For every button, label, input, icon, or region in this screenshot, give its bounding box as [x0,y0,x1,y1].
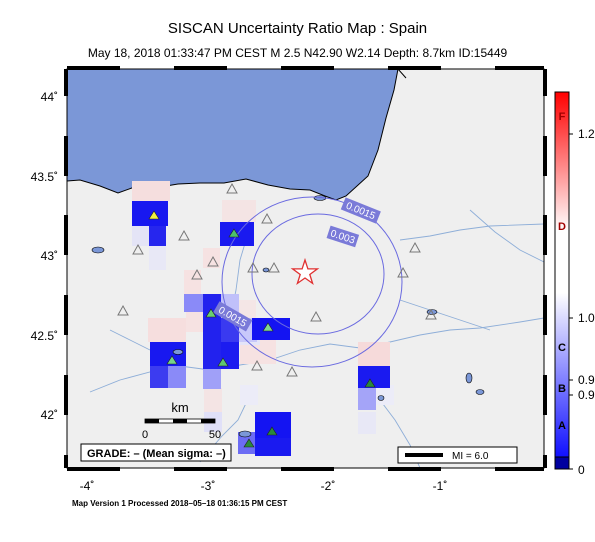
colorbar-letter: B [558,383,566,395]
station-marker [207,255,219,267]
y-axis-labels: 44˚ 43.5˚ 43˚ 42.5˚ 42˚ [31,90,58,422]
uncertainty-contours [221,196,403,368]
colorbar-value: 0.9 [578,373,595,387]
y-tick-label: 44˚ [41,90,58,104]
station-marker-green [166,355,178,365]
y-tick-label: 43.5˚ [31,170,58,184]
x-tick-label: -3˚ [201,479,216,493]
station-marker [286,365,298,377]
reservoirs [91,195,485,438]
mi-label: MI = 6.0 [452,451,489,462]
station-marker-green [266,426,278,436]
map-frame [64,66,547,471]
x-axis-labels: -4˚ -3˚ -2˚ -1˚ [80,479,448,493]
station-marker-green [262,322,274,332]
mi-box [397,446,518,464]
colorbar-gradient [554,91,570,458]
y-tick-label: 42˚ [41,408,58,422]
station-marker [409,241,421,253]
colorbar-letter: D [558,221,566,233]
station-marker [397,266,409,278]
colorbar-letter: F [559,111,566,123]
ratio-grid-blue [132,201,390,456]
footer-processed: Map Version 1 Processed 2018–05–18 01:36… [72,499,288,508]
station-marker [226,182,238,194]
colorbar-value: 1.0 [578,311,595,325]
scale-fifty: 50 [209,429,221,441]
station-marker [310,310,322,322]
station-marker-green [205,308,217,318]
ocean-bay-of-biscay [67,69,399,201]
x-tick-label: -4˚ [80,479,95,493]
station-marker-green [364,378,376,388]
colorbar-letter: C [558,342,566,354]
station-marker [117,304,129,316]
colorbar-letter: A [558,420,566,432]
colorbar-value: 0 [578,463,585,477]
station-marker [132,243,144,255]
station-marker [191,268,203,280]
station-marker [261,212,273,224]
mi-bar [405,453,443,457]
grade-label: GRADE: – (Mean sigma: –) [87,448,226,460]
event-subtitle: May 18, 2018 01:33:47 PM CEST M 2.5 N42.… [87,46,508,60]
map-title: SISCAN Uncertainty Ratio Map : Spain [167,20,428,37]
coastline-east [397,69,407,79]
station-marker-green [243,438,255,448]
station-marker [251,359,263,371]
y-tick-label: 43˚ [41,249,58,263]
station-marker-yellow [148,210,160,220]
x-tick-label: -1˚ [433,479,448,493]
station-marker [178,229,190,241]
station-marker [247,261,259,273]
epicenter-star[interactable] [290,257,320,286]
colorbar-value: 1.2 [578,127,595,141]
x-tick-label: -2˚ [321,479,336,493]
colorbar-bottom-swatch [554,456,570,470]
scale-unit: km [171,400,188,415]
y-tick-label: 42.5˚ [31,329,58,343]
scale-zero: 0 [142,429,148,441]
station-marker-green [228,228,240,238]
grade-box [80,443,232,462]
station-marker [268,261,280,273]
scale-bar: km 0 50 [142,400,221,441]
station-marker [425,308,437,320]
colorbar-value: 0.9 [578,388,595,402]
stations-active [148,210,376,448]
station-marker-green [217,357,229,367]
stations-inactive [117,182,437,377]
map-panel[interactable]: 0.0015 0.003 0.0015 [67,69,544,468]
colorbar: F D C B A 1.2 1.0 0.9 0.9 0 [554,91,595,477]
